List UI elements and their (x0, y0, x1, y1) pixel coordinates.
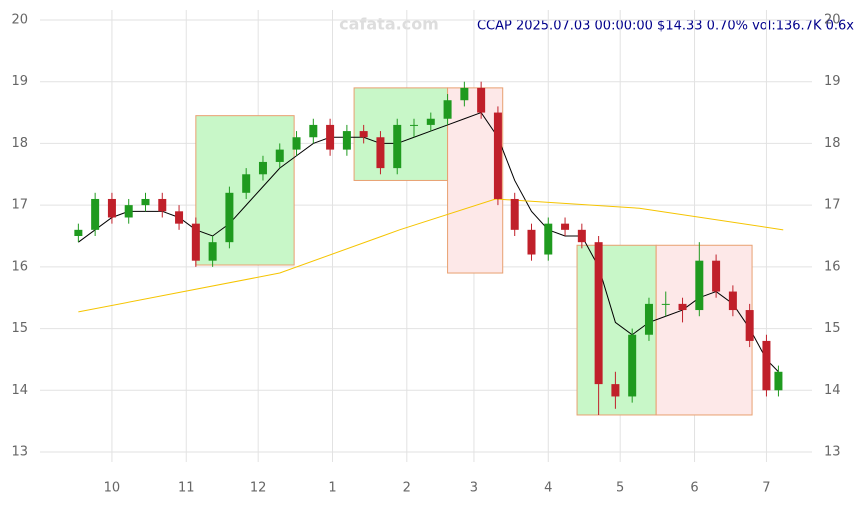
candle-body (393, 124, 402, 169)
y-tick-label-right: 14 (824, 383, 841, 398)
candle-body (74, 229, 83, 236)
candle-body (242, 174, 251, 193)
candle-body (225, 192, 234, 243)
y-tick-label-left: 14 (11, 383, 28, 398)
watermark: cafata.com (339, 15, 439, 34)
y-tick-label-left: 18 (11, 136, 28, 151)
candle-body (561, 223, 570, 230)
indicator-line (78, 198, 784, 313)
candle-body (493, 112, 502, 199)
y-tick-label-left: 16 (11, 259, 28, 274)
x-tick-label: 5 (616, 481, 624, 496)
candle-body (326, 124, 335, 150)
candle-body (661, 303, 670, 305)
candle-body (510, 198, 519, 230)
x-tick-label: 10 (104, 481, 121, 496)
x-tick-label: 3 (470, 481, 478, 496)
candle-body (477, 87, 486, 113)
candle-body (644, 303, 653, 335)
candle-body (577, 229, 586, 243)
candle-body (628, 334, 637, 397)
x-tick-label: 4 (544, 481, 552, 496)
candle-body (745, 310, 754, 341)
candle-body (774, 371, 783, 391)
y-tick-label-right: 19 (824, 74, 841, 89)
y-tick-label-right: 20 (824, 13, 841, 28)
candle-body (359, 131, 368, 138)
chart-title: CCAP 2025.07.03 00:00:00 $14.33 0.70% vo… (477, 19, 854, 34)
candle-body (426, 118, 435, 125)
candle-body (460, 87, 469, 101)
x-tick-label: 6 (690, 481, 698, 496)
candle-body (527, 229, 536, 255)
candle-body (141, 198, 150, 206)
candle-body (410, 124, 419, 126)
y-tick-label-left: 13 (11, 445, 28, 460)
y-tick-label-right: 17 (824, 198, 841, 213)
candle-body (762, 340, 771, 391)
zone (655, 244, 753, 416)
candle-body (678, 303, 687, 311)
candle-body (91, 198, 100, 230)
candle-body (342, 131, 351, 150)
y-tick-label-right: 18 (824, 136, 841, 151)
y-tick-label-right: 15 (824, 321, 841, 336)
y-tick-label-left: 17 (11, 198, 28, 213)
candle-body (611, 384, 620, 397)
candle-body (376, 137, 385, 169)
x-tick-label: 1 (328, 481, 336, 496)
x-tick-label: 7 (762, 481, 770, 496)
candle-body (695, 260, 704, 311)
candle-body (292, 137, 301, 150)
y-tick-label-right: 13 (824, 445, 841, 460)
y-tick-label-left: 20 (11, 13, 28, 28)
candle-body (309, 124, 318, 138)
candle-body (728, 291, 737, 311)
candle-body (208, 242, 217, 261)
candle-body (107, 198, 116, 218)
candle-body (191, 223, 200, 261)
x-tick-label: 2 (403, 481, 411, 496)
candle-body (594, 242, 603, 385)
y-tick-label-left: 15 (11, 321, 28, 336)
candle-body (258, 161, 267, 175)
candle-body (124, 205, 133, 218)
candle-body (443, 100, 452, 119)
candle-body (712, 260, 721, 292)
candle-body (544, 223, 553, 255)
y-tick-label-left: 19 (11, 74, 28, 89)
zone (447, 87, 504, 274)
x-tick-label: 11 (178, 481, 195, 496)
candle-body (275, 149, 284, 162)
candle-body (175, 211, 184, 224)
candle-body (158, 198, 167, 212)
x-tick-label: 12 (250, 481, 267, 496)
y-tick-label-right: 16 (824, 259, 841, 274)
